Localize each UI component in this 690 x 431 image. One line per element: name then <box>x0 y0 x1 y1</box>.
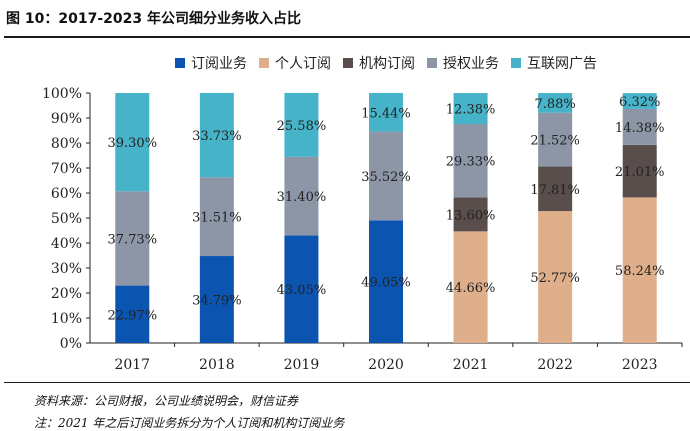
legend-label: 授权业务 <box>443 56 499 72</box>
data-label-2017-series-3: 37.73% <box>107 232 157 247</box>
legend-item-4: 互联网广告 <box>511 56 597 72</box>
bottom-rule <box>4 382 690 383</box>
bar-2019-series-4 <box>284 92 319 157</box>
bar-2018-series-4 <box>199 92 234 178</box>
stacked-bar-chart: 订阅业务 个人订阅 机构订阅 授权业务 互联网广告 0% 10% 20% 30% 40% 50% 6… <box>42 56 683 373</box>
bar-2020-series-0 <box>369 220 403 343</box>
y-tick-label: 30% <box>51 261 82 277</box>
data-label-2022-series-3: 21.52% <box>530 134 580 149</box>
x-tick-label-2022: 2022 <box>537 357 573 373</box>
data-label-2018-series-3: 31.51% <box>192 211 242 226</box>
y-tick-label: 100% <box>42 86 82 102</box>
x-tick-label-2017: 2017 <box>114 357 150 373</box>
y-tick-label: 80% <box>51 136 82 152</box>
x-tick-label-2020: 2020 <box>368 357 404 373</box>
data-label-2020-series-4: 15.44% <box>361 106 411 121</box>
bar-2021-series-1 <box>453 231 488 343</box>
data-label-2022-series-4: 7.88% <box>534 97 575 112</box>
x-tick-label-2018: 2018 <box>199 357 235 373</box>
data-label-2019-series-4: 25.58% <box>277 119 327 134</box>
bar-2017-series-3 <box>115 191 150 286</box>
chart-bars <box>115 92 657 343</box>
data-label-2021-series-4: 12.38% <box>446 103 496 118</box>
legend-swatch <box>511 58 521 68</box>
y-tick-label: 10% <box>51 311 82 327</box>
data-label-2022-series-2: 17.81% <box>530 183 580 198</box>
source-note: 资料来源：公司财报，公司业绩说明会，财信证券 <box>34 394 299 408</box>
bar-2018-series-3 <box>199 177 234 257</box>
bar-2018-series-0 <box>199 256 234 343</box>
data-label-2023-series-3: 14.38% <box>615 121 665 136</box>
legend-item-0: 订阅业务 <box>175 56 247 72</box>
legend-label: 机构订阅 <box>359 56 415 72</box>
data-label-2021-series-1: 44.66% <box>446 281 496 296</box>
data-label-2021-series-3: 29.33% <box>446 155 496 170</box>
x-tick-label-2019: 2019 <box>284 357 320 373</box>
legend-label: 个人订阅 <box>275 56 331 72</box>
bar-2023-series-4 <box>622 93 657 109</box>
bar-2022-series-3 <box>538 112 573 167</box>
footnote: 注：2021 年之后订阅业务拆分为个人订阅和机构订阅业务 <box>34 416 345 430</box>
data-label-2018-series-4: 33.73% <box>192 129 242 144</box>
bar-2017-series-0 <box>115 285 150 343</box>
y-tick-label: 20% <box>51 286 82 302</box>
data-label-2023-series-1: 58.24% <box>615 264 665 279</box>
y-tick-label: 70% <box>51 161 82 177</box>
data-label-2018-series-0: 34.79% <box>192 294 242 309</box>
x-tick-label-2021: 2021 <box>453 357 489 373</box>
bar-2020-series-4 <box>369 92 403 132</box>
chart-data-labels: 22.97% 37.73% 39.30% 34.79% 31.51% 33.73% 43.0… <box>107 95 664 323</box>
bar-2021-series-2 <box>453 197 488 232</box>
bar-2022-series-1 <box>538 211 573 343</box>
data-label-2021-series-2: 13.60% <box>446 208 496 223</box>
bar-2019-series-3 <box>284 156 319 236</box>
chart-axes: 0% 10% 20% 30% 40% 50% 60% 70% 80% 90% 100% 2017 201… <box>42 86 683 373</box>
legend-item-3: 授权业务 <box>427 56 499 72</box>
legend-item-1: 个人订阅 <box>259 56 331 72</box>
data-label-2017-series-4: 39.30% <box>107 136 157 151</box>
legend-label: 订阅业务 <box>191 56 247 72</box>
bar-2021-series-4 <box>453 93 488 125</box>
data-label-2019-series-3: 31.40% <box>277 190 327 205</box>
data-label-2023-series-4: 6.32% <box>619 95 660 110</box>
data-label-2020-series-0: 49.05% <box>361 276 411 291</box>
y-tick-label: 60% <box>51 186 82 202</box>
legend-swatch <box>343 58 353 68</box>
x-tick-label-2023: 2023 <box>622 357 658 373</box>
bar-2019-series-0 <box>284 235 319 343</box>
bar-2017-series-4 <box>115 93 150 192</box>
data-label-2019-series-0: 43.05% <box>277 283 327 298</box>
data-label-2017-series-0: 22.97% <box>107 308 157 323</box>
data-label-2022-series-1: 52.77% <box>530 271 580 286</box>
bar-2020-series-3 <box>369 131 403 221</box>
y-tick-label: 90% <box>51 111 82 127</box>
bar-2021-series-3 <box>453 124 488 198</box>
bar-2022-series-2 <box>538 166 573 212</box>
y-tick-label: 0% <box>60 336 82 352</box>
y-tick-label: 40% <box>51 236 82 252</box>
legend-swatch <box>259 58 269 68</box>
legend-label: 互联网广告 <box>527 56 597 72</box>
legend-item-2: 机构订阅 <box>343 56 415 72</box>
legend-swatch <box>427 58 437 68</box>
top-rule <box>4 36 690 38</box>
bar-2023-series-2 <box>622 144 657 198</box>
bar-2022-series-4 <box>538 93 573 113</box>
bar-2023-series-3 <box>622 108 657 145</box>
legend-swatch <box>175 58 185 68</box>
figure-title: 图 10：2017-2023 年公司细分业务收入占比 <box>6 11 301 27</box>
chart-legend: 订阅业务 个人订阅 机构订阅 授权业务 互联网广告 <box>175 56 597 72</box>
bar-2023-series-1 <box>622 197 657 343</box>
y-tick-label: 50% <box>51 211 82 227</box>
data-label-2023-series-2: 21.01% <box>615 165 665 180</box>
data-label-2020-series-3: 35.52% <box>361 170 411 185</box>
